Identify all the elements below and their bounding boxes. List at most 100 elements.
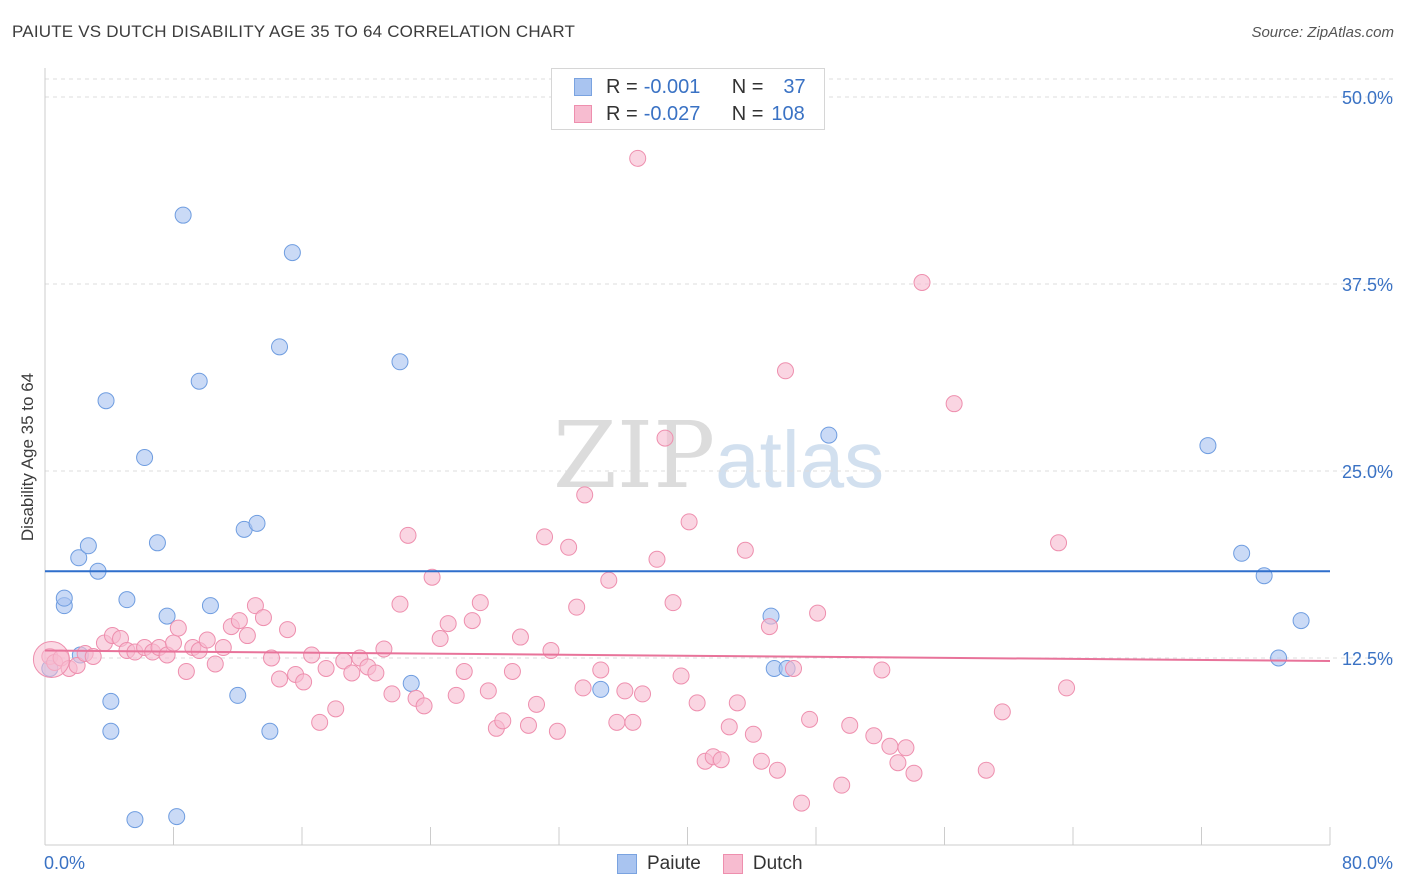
- data-point-dutch: [776, 362, 794, 380]
- data-point-dutch: [254, 609, 272, 627]
- legend-n-value: 37: [783, 75, 806, 98]
- data-point-dutch: [68, 656, 86, 674]
- data-point-dutch: [712, 751, 730, 769]
- series-legend-label: Dutch: [752, 853, 803, 874]
- data-point-dutch: [279, 621, 297, 639]
- data-point-dutch: [503, 662, 521, 680]
- data-point-dutch: [664, 594, 682, 612]
- data-point-dutch: [592, 661, 610, 679]
- series-legend-item-dutch[interactable]: Dutch: [722, 853, 803, 875]
- data-point-dutch: [519, 716, 537, 734]
- data-point-dutch: [1050, 534, 1068, 552]
- data-point-paiute: [271, 338, 289, 356]
- data-point-dutch: [383, 685, 401, 703]
- legend-r-label: R =: [606, 75, 638, 98]
- legend-r-label: R =: [606, 102, 638, 125]
- data-point-dutch: [423, 568, 441, 586]
- data-point-dutch: [536, 528, 554, 546]
- data-point-dutch: [560, 538, 578, 556]
- data-point-dutch: [165, 634, 182, 652]
- data-point-dutch: [177, 662, 195, 680]
- data-point-dutch: [648, 550, 666, 568]
- data-point-paiute: [402, 674, 420, 692]
- data-point-dutch: [303, 646, 321, 664]
- series-legend-item-paiute[interactable]: Paiute: [617, 853, 701, 875]
- data-point-dutch-cluster: [32, 640, 70, 678]
- data-point-dutch: [198, 631, 216, 649]
- data-point-paiute: [229, 686, 247, 704]
- data-point-paiute: [201, 597, 219, 615]
- data-point-dutch: [600, 571, 618, 589]
- y-tick-label: 25.0%: [1342, 462, 1393, 482]
- data-point-dutch: [977, 761, 995, 779]
- data-point-dutch: [511, 628, 529, 646]
- legend-n-label: N =: [731, 75, 764, 98]
- data-point-dutch: [728, 694, 746, 712]
- data-point-dutch: [752, 752, 770, 770]
- data-point-dutch: [431, 630, 449, 648]
- data-point-paiute: [1233, 544, 1251, 562]
- data-point-dutch: [463, 612, 481, 630]
- data-point-paiute: [102, 692, 120, 710]
- series-swatch-dutch: [722, 854, 743, 874]
- data-point-paiute: [248, 514, 266, 532]
- data-point-dutch: [311, 713, 329, 731]
- data-point-dutch: [238, 627, 256, 645]
- data-point-paiute: [102, 722, 120, 740]
- data-point-dutch: [471, 594, 489, 612]
- data-point-paiute: [1292, 612, 1310, 630]
- data-point-dutch: [548, 722, 566, 740]
- correlation-legend: R = -0.001 N = 37 R = -0.027 N = 108: [551, 68, 825, 130]
- data-point-dutch: [889, 754, 907, 772]
- data-point-paiute: [1255, 567, 1273, 585]
- y-tick-label: 37.5%: [1342, 275, 1393, 295]
- data-point-dutch: [415, 697, 433, 715]
- data-point-dutch: [271, 670, 289, 688]
- data-point-paiute: [592, 680, 610, 698]
- data-point-dutch: [542, 642, 560, 660]
- data-point-dutch: [768, 761, 786, 779]
- data-point-dutch: [375, 640, 393, 658]
- data-point-dutch: [913, 274, 931, 292]
- legend-r-value: -0.001: [643, 75, 701, 98]
- data-point-dutch: [841, 716, 859, 734]
- chart-title: PAIUTE VS DUTCH DISABILITY AGE 35 TO 64 …: [12, 22, 576, 41]
- data-point-dutch: [801, 710, 819, 728]
- legend-n-value: 108: [771, 102, 805, 125]
- legend-swatch-dutch: [574, 105, 592, 123]
- series-legend: Paiute Dutch: [617, 852, 825, 876]
- data-point-dutch: [865, 727, 883, 745]
- data-point-paiute: [283, 244, 301, 262]
- data-point-paiute: [1270, 649, 1288, 667]
- data-point-dutch: [833, 776, 851, 794]
- data-point-dutch: [760, 618, 778, 636]
- legend-swatch-paiute: [574, 78, 592, 96]
- data-point-dutch: [576, 486, 594, 504]
- data-point-dutch: [84, 648, 102, 666]
- data-point-paiute: [97, 392, 115, 410]
- y-tick-label: 12.5%: [1342, 649, 1393, 669]
- data-point-dutch: [629, 149, 647, 167]
- data-point-dutch: [688, 694, 706, 712]
- data-point-dutch: [809, 604, 827, 622]
- data-point-dutch: [624, 713, 642, 731]
- data-point-dutch: [672, 667, 690, 685]
- series-swatch-paiute: [617, 854, 637, 874]
- data-point-dutch: [528, 695, 546, 713]
- data-point-dutch: [945, 395, 963, 413]
- legend-n-label: N =: [731, 102, 764, 125]
- data-point-dutch: [169, 619, 187, 637]
- data-point-dutch: [1058, 679, 1076, 697]
- data-point-dutch: [793, 794, 811, 812]
- data-point-dutch: [634, 685, 652, 703]
- data-point-dutch: [455, 662, 473, 680]
- data-point-paiute: [148, 534, 166, 552]
- data-point-paiute: [158, 607, 176, 625]
- data-point-paiute: [126, 811, 144, 829]
- data-point-dutch: [246, 597, 264, 615]
- data-point-dutch: [568, 598, 586, 616]
- data-point-paiute: [55, 589, 73, 607]
- y-axis-label: Disability Age 35 to 64: [18, 373, 37, 541]
- series-legend-label: Paiute: [647, 853, 701, 874]
- data-point-paiute: [70, 549, 88, 567]
